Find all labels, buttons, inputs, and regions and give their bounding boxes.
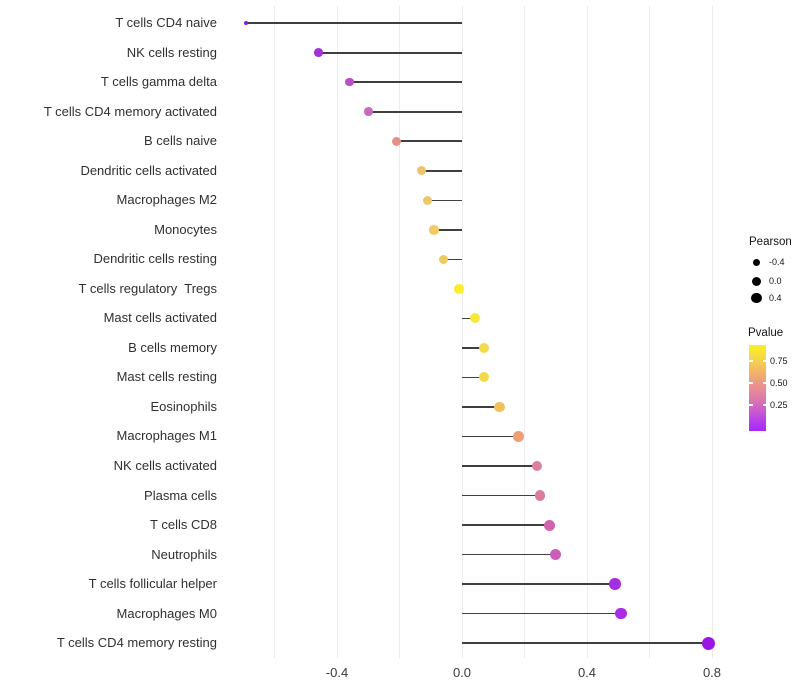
lollipop-stem (462, 642, 709, 644)
y-axis-label: NK cells activated (113, 458, 217, 473)
lollipop-stem (427, 199, 462, 202)
lollipop-stem (462, 347, 484, 349)
lollipop-stem (318, 51, 462, 54)
size-legend-label: 0.0 (769, 275, 782, 286)
lollipop-dot (494, 401, 505, 413)
lollipop-stem (462, 376, 484, 379)
lollipop-dot (478, 372, 489, 383)
lollipop-stem (246, 22, 462, 24)
size-legend-dot (753, 258, 760, 266)
y-axis-label: B cells naive (144, 133, 217, 149)
y-axis-label: Monocytes (154, 221, 217, 237)
lollipop-stem (421, 170, 462, 172)
y-axis-label: Plasma cells (144, 487, 217, 503)
lollipop-dot (313, 48, 323, 58)
lollipop-dot (454, 284, 464, 294)
lollipop-dot (469, 313, 480, 324)
y-axis-label: T cells gamma delta (100, 74, 217, 90)
y-axis-label: T cells CD4 memory activated (43, 103, 217, 119)
lollipop-dot (423, 195, 433, 205)
y-axis-label: Dendritic cells resting (93, 251, 217, 267)
lollipop-dot (702, 636, 716, 650)
gridline (336, 6, 338, 658)
y-axis-label: Eosinophils (150, 398, 218, 414)
lollipop-dot (550, 549, 562, 561)
y-axis-label: Macrophages M2 (116, 192, 217, 208)
gridline (649, 6, 650, 658)
pvalue-tick-mark (762, 382, 766, 384)
x-tick-label: 0.8 (702, 665, 722, 680)
y-axis-label: Dendritic cells activated (80, 162, 217, 178)
lollipop-dot (429, 225, 439, 235)
pvalue-tick-mark (749, 404, 753, 406)
y-axis-label: Macrophages M1 (116, 428, 217, 444)
lollipop-dot (615, 607, 628, 620)
lollipop-stem (462, 553, 556, 556)
lollipop-stem (462, 317, 475, 320)
lollipop-stem (396, 140, 462, 143)
lollipop-dot (531, 460, 543, 472)
lollipop-stem (462, 435, 519, 438)
pvalue-tick-mark (762, 360, 766, 362)
x-tick-label: 0.4 (577, 665, 597, 680)
gridline (711, 6, 713, 658)
x-tick-label: 0.0 (452, 665, 472, 680)
lollipop-stem (462, 465, 537, 467)
y-axis-label: T cells regulatory Tregs (78, 280, 217, 296)
x-tick-label: -0.4 (325, 665, 349, 680)
lollipop-dot (478, 342, 489, 353)
color-legend-title: Pvalue (748, 327, 784, 339)
pvalue-tick-label: 0.75 (770, 355, 788, 366)
lollipop-stem (462, 583, 616, 585)
pvalue-tick-label: 0.50 (770, 377, 788, 388)
y-axis-label: Macrophages M0 (116, 605, 217, 621)
gridline (586, 6, 588, 658)
lollipop-dot (512, 431, 524, 442)
gridline (461, 6, 463, 658)
gridline (524, 6, 525, 658)
lollipop-dot (391, 136, 401, 146)
pvalue-tick-mark (749, 382, 753, 384)
y-axis-label: T cells CD8 (150, 517, 217, 533)
lollipop-dot (345, 78, 354, 87)
lollipop-dot (544, 519, 555, 531)
y-axis-label: Mast cells resting (116, 369, 217, 385)
lollipop-dot (416, 166, 426, 176)
lollipop-stem (462, 406, 500, 408)
pvalue-tick-mark (749, 360, 753, 362)
y-axis-label: T cells CD4 naive (115, 15, 217, 31)
gridline (274, 6, 275, 658)
lollipop-dot (244, 21, 249, 26)
lollipop-stem (368, 110, 462, 113)
lollipop-stem (462, 612, 622, 615)
lollipop-stem (349, 81, 462, 84)
lollipop-stem (443, 258, 462, 261)
pvalue-tick-mark (762, 404, 766, 406)
size-legend-label: -0.4 (769, 256, 785, 267)
size-legend-title: Pearson (749, 236, 792, 248)
lollipop-stem (433, 229, 462, 231)
lollipop-stem (462, 494, 541, 497)
y-axis-label: Mast cells activated (103, 310, 217, 326)
lollipop-dot (609, 578, 621, 590)
size-legend-label: 0.4 (769, 292, 782, 303)
pvalue-tick-label: 0.25 (770, 399, 788, 410)
y-axis-label: B cells memory (128, 339, 217, 355)
lollipop-dot (534, 490, 546, 501)
size-legend-dot (751, 292, 762, 304)
lollipop-dot (363, 107, 373, 117)
y-axis-label: T cells CD4 memory resting (56, 635, 217, 651)
y-axis-label: T cells follicular helper (88, 576, 217, 592)
y-axis-label: Neutrophils (151, 546, 217, 562)
size-legend-dot (752, 276, 761, 286)
gridline (399, 6, 400, 658)
lollipop-stem (462, 524, 550, 526)
y-axis-label: NK cells resting (126, 44, 217, 60)
pvalue-gradient-bar (749, 345, 766, 431)
lollipop-dot (438, 254, 448, 265)
